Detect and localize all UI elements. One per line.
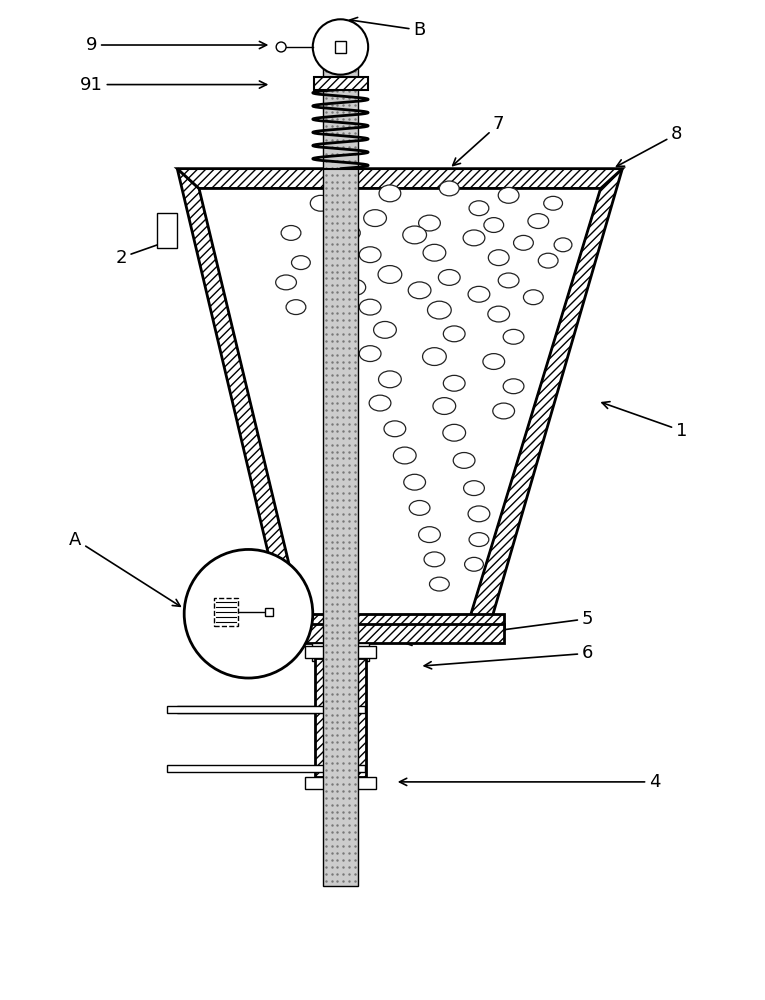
Ellipse shape [409, 282, 431, 299]
Polygon shape [199, 188, 601, 614]
Ellipse shape [403, 226, 427, 244]
Ellipse shape [418, 527, 441, 543]
Ellipse shape [444, 375, 465, 391]
Ellipse shape [469, 533, 489, 546]
Ellipse shape [275, 275, 297, 290]
Text: 4: 4 [399, 773, 661, 791]
Ellipse shape [373, 321, 396, 338]
Ellipse shape [544, 196, 562, 210]
Ellipse shape [468, 286, 490, 302]
Bar [314, 658, 366, 777]
Ellipse shape [503, 329, 524, 344]
Ellipse shape [379, 185, 401, 202]
Ellipse shape [345, 279, 366, 295]
Ellipse shape [428, 301, 451, 319]
Ellipse shape [423, 244, 446, 261]
Ellipse shape [444, 326, 465, 342]
Ellipse shape [360, 247, 381, 263]
Circle shape [313, 19, 368, 75]
Ellipse shape [488, 306, 509, 322]
Ellipse shape [498, 187, 519, 203]
Bar [312, 643, 369, 661]
Ellipse shape [379, 371, 402, 388]
Bar [305, 777, 376, 789]
Ellipse shape [393, 447, 416, 464]
Ellipse shape [433, 398, 456, 414]
Ellipse shape [409, 500, 430, 515]
Text: 9: 9 [86, 36, 266, 54]
Ellipse shape [528, 214, 549, 228]
Ellipse shape [418, 215, 441, 231]
Polygon shape [177, 169, 623, 188]
Ellipse shape [443, 424, 466, 441]
Bar [323, 55, 358, 886]
Text: 91: 91 [80, 76, 266, 94]
Ellipse shape [360, 299, 381, 315]
Bar [334, 41, 347, 53]
Polygon shape [177, 169, 301, 629]
Ellipse shape [429, 577, 449, 591]
Ellipse shape [468, 506, 490, 522]
Ellipse shape [311, 195, 331, 211]
Ellipse shape [369, 395, 391, 411]
Ellipse shape [363, 210, 386, 227]
Ellipse shape [539, 253, 558, 268]
Ellipse shape [523, 290, 543, 305]
Ellipse shape [424, 552, 444, 567]
Ellipse shape [464, 557, 483, 571]
Polygon shape [272, 614, 503, 629]
Bar [177, 706, 314, 713]
Bar [265, 608, 273, 616]
Text: 2: 2 [115, 238, 173, 267]
Text: 8: 8 [617, 125, 682, 166]
Ellipse shape [291, 256, 311, 270]
Ellipse shape [513, 235, 533, 250]
Bar [168, 765, 365, 772]
Ellipse shape [438, 270, 460, 285]
Circle shape [276, 42, 286, 52]
Text: 6: 6 [425, 644, 594, 669]
Bar [214, 598, 238, 626]
Ellipse shape [286, 300, 306, 315]
Text: B: B [350, 17, 425, 39]
Ellipse shape [422, 348, 446, 365]
Ellipse shape [340, 226, 360, 240]
Bar [168, 706, 365, 713]
Ellipse shape [488, 250, 509, 266]
Ellipse shape [484, 218, 503, 232]
Text: 5: 5 [405, 610, 594, 645]
Polygon shape [158, 213, 177, 248]
Bar [269, 624, 503, 643]
Ellipse shape [469, 201, 489, 216]
Ellipse shape [463, 230, 485, 246]
Ellipse shape [503, 379, 524, 394]
Ellipse shape [464, 481, 484, 496]
Ellipse shape [281, 226, 301, 240]
Bar [305, 646, 376, 658]
Ellipse shape [453, 453, 475, 468]
Text: 7: 7 [453, 115, 504, 166]
Ellipse shape [360, 346, 381, 362]
Text: A: A [69, 531, 181, 606]
Ellipse shape [439, 181, 459, 196]
Ellipse shape [493, 403, 515, 419]
Ellipse shape [378, 266, 402, 283]
Ellipse shape [554, 238, 572, 252]
Text: 1: 1 [602, 402, 688, 440]
Ellipse shape [483, 354, 505, 369]
Ellipse shape [404, 474, 425, 490]
Polygon shape [471, 169, 623, 629]
Bar [314, 77, 368, 90]
Ellipse shape [498, 273, 519, 288]
Ellipse shape [384, 421, 405, 437]
Circle shape [184, 549, 313, 678]
